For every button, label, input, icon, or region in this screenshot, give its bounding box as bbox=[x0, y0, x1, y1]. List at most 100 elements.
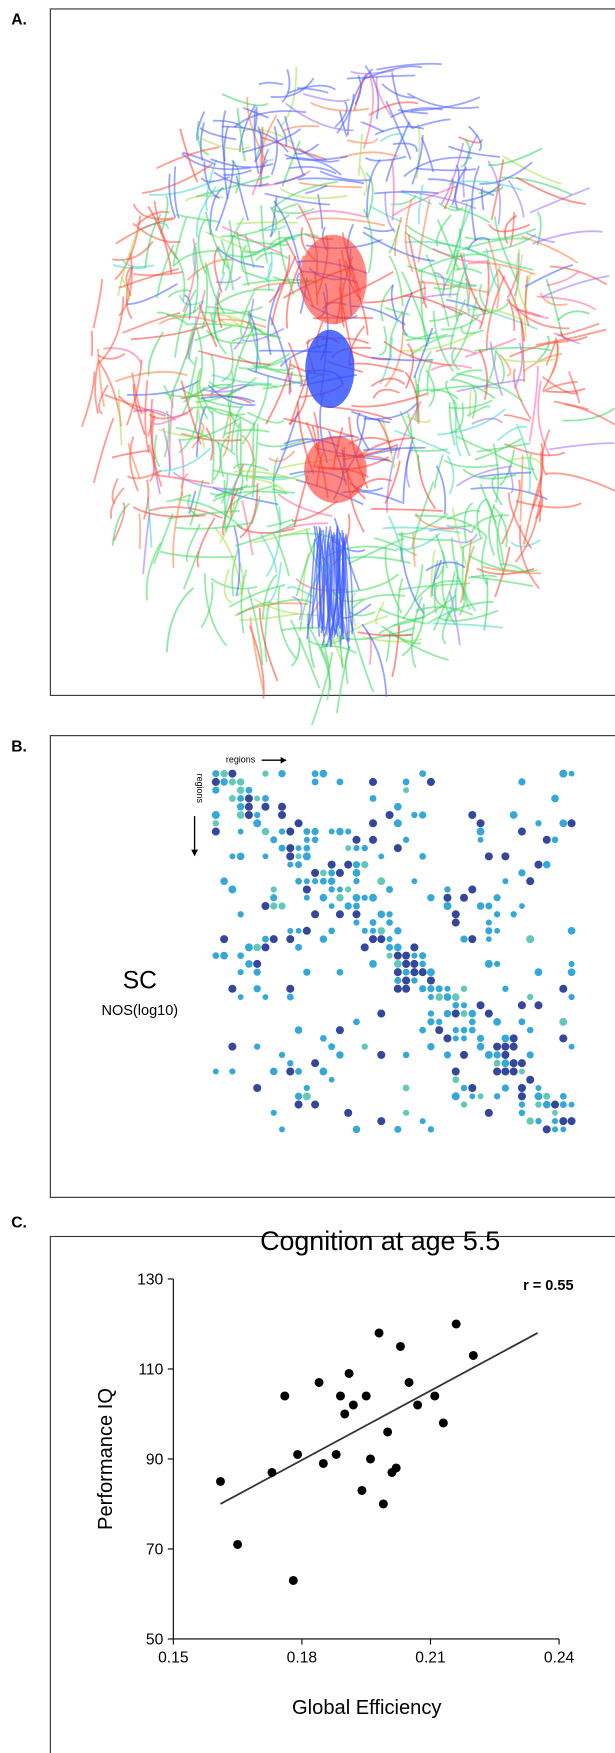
matrix-dot bbox=[369, 960, 377, 968]
fiber bbox=[177, 498, 244, 530]
matrix-dot bbox=[461, 1035, 467, 1042]
fiber bbox=[451, 297, 478, 365]
fiber bbox=[476, 442, 531, 453]
fiber bbox=[512, 254, 524, 309]
fiber bbox=[404, 198, 414, 273]
matrix-dot bbox=[361, 844, 368, 852]
matrix-dot bbox=[411, 878, 418, 885]
matrix-dot bbox=[509, 1042, 518, 1051]
matrix-dot bbox=[386, 885, 394, 893]
y-tick-label: 90 bbox=[146, 1452, 164, 1469]
matrix-dot bbox=[303, 894, 310, 901]
fiber bbox=[151, 415, 163, 487]
fiber bbox=[394, 429, 451, 455]
y-tick-label: 110 bbox=[138, 1362, 163, 1379]
fiber bbox=[115, 370, 188, 383]
matrix-dot bbox=[253, 985, 261, 993]
fiber bbox=[237, 355, 308, 378]
matrix-dot bbox=[377, 1009, 386, 1018]
fiber bbox=[366, 159, 382, 218]
fiber bbox=[409, 334, 455, 357]
fiber bbox=[111, 449, 150, 459]
fiber bbox=[398, 582, 470, 591]
fiber bbox=[451, 378, 496, 399]
matrix-dot bbox=[393, 984, 402, 993]
matrix-dot bbox=[212, 770, 220, 778]
matrix-dot bbox=[460, 1010, 468, 1017]
matrix-dot bbox=[368, 935, 378, 944]
matrix-dot bbox=[254, 795, 261, 802]
matrix-dot bbox=[369, 795, 377, 802]
fiber bbox=[406, 411, 413, 439]
matrix-dot bbox=[419, 770, 427, 778]
matrix-dot bbox=[228, 794, 236, 802]
matrix-dot bbox=[427, 1018, 435, 1026]
point bbox=[378, 1499, 388, 1509]
fiber bbox=[363, 446, 426, 451]
fiber bbox=[189, 479, 204, 526]
fiber bbox=[471, 417, 504, 425]
matrix-dot bbox=[328, 828, 335, 835]
fiber bbox=[485, 275, 506, 350]
matrix-dot bbox=[253, 819, 262, 828]
fiber bbox=[425, 561, 466, 572]
fiber bbox=[153, 200, 179, 260]
fiber bbox=[288, 371, 293, 395]
fiber bbox=[175, 426, 236, 456]
fiber bbox=[434, 584, 446, 609]
fiber bbox=[440, 142, 465, 205]
fiber bbox=[120, 276, 131, 301]
fiber bbox=[411, 135, 424, 185]
fiber bbox=[449, 205, 491, 224]
fiber bbox=[153, 408, 194, 426]
fiber bbox=[281, 626, 327, 632]
matrix-dot bbox=[244, 794, 253, 803]
fiber bbox=[319, 646, 331, 701]
matrix-dot bbox=[485, 902, 493, 910]
fiber bbox=[516, 176, 586, 205]
fiber bbox=[435, 214, 452, 248]
fiber bbox=[325, 534, 334, 636]
matrix-dot bbox=[344, 1108, 353, 1117]
fiber bbox=[287, 342, 304, 384]
fiber bbox=[125, 265, 134, 320]
fiber bbox=[235, 521, 297, 547]
matrix-dot bbox=[228, 769, 237, 778]
matrix-dot bbox=[378, 853, 385, 860]
fiber bbox=[186, 258, 232, 281]
fiber bbox=[460, 138, 471, 169]
point bbox=[357, 1485, 367, 1495]
fiber bbox=[470, 514, 510, 534]
fiber bbox=[277, 586, 297, 660]
fiber bbox=[247, 411, 285, 424]
x-tick-label: 0.21 bbox=[415, 1649, 445, 1666]
matrix-dot bbox=[385, 810, 394, 820]
fiber bbox=[112, 240, 154, 261]
matrix-dot bbox=[361, 1043, 368, 1050]
matrix-dot bbox=[311, 910, 320, 919]
fiber bbox=[513, 342, 524, 389]
fiber bbox=[362, 231, 435, 262]
matrix-dot bbox=[493, 1051, 501, 1059]
fiber bbox=[358, 165, 368, 197]
fiber bbox=[297, 177, 365, 185]
fiber bbox=[519, 454, 524, 522]
matrix-dot bbox=[427, 1010, 435, 1017]
fiber bbox=[265, 366, 295, 372]
fiber bbox=[206, 305, 267, 322]
matrix-dot bbox=[261, 827, 270, 836]
fiber bbox=[210, 313, 220, 343]
fiber bbox=[448, 249, 459, 299]
fiber bbox=[446, 509, 481, 521]
fiber bbox=[239, 417, 242, 476]
fiber bbox=[145, 542, 162, 601]
fiber bbox=[144, 380, 150, 454]
matrix-dot bbox=[559, 1101, 567, 1108]
point bbox=[430, 1391, 440, 1401]
fiber bbox=[522, 475, 543, 545]
fiber bbox=[258, 81, 284, 86]
fiber bbox=[221, 342, 234, 383]
matrix-dot bbox=[244, 810, 253, 820]
fiber bbox=[499, 563, 528, 575]
fiber bbox=[524, 264, 574, 288]
